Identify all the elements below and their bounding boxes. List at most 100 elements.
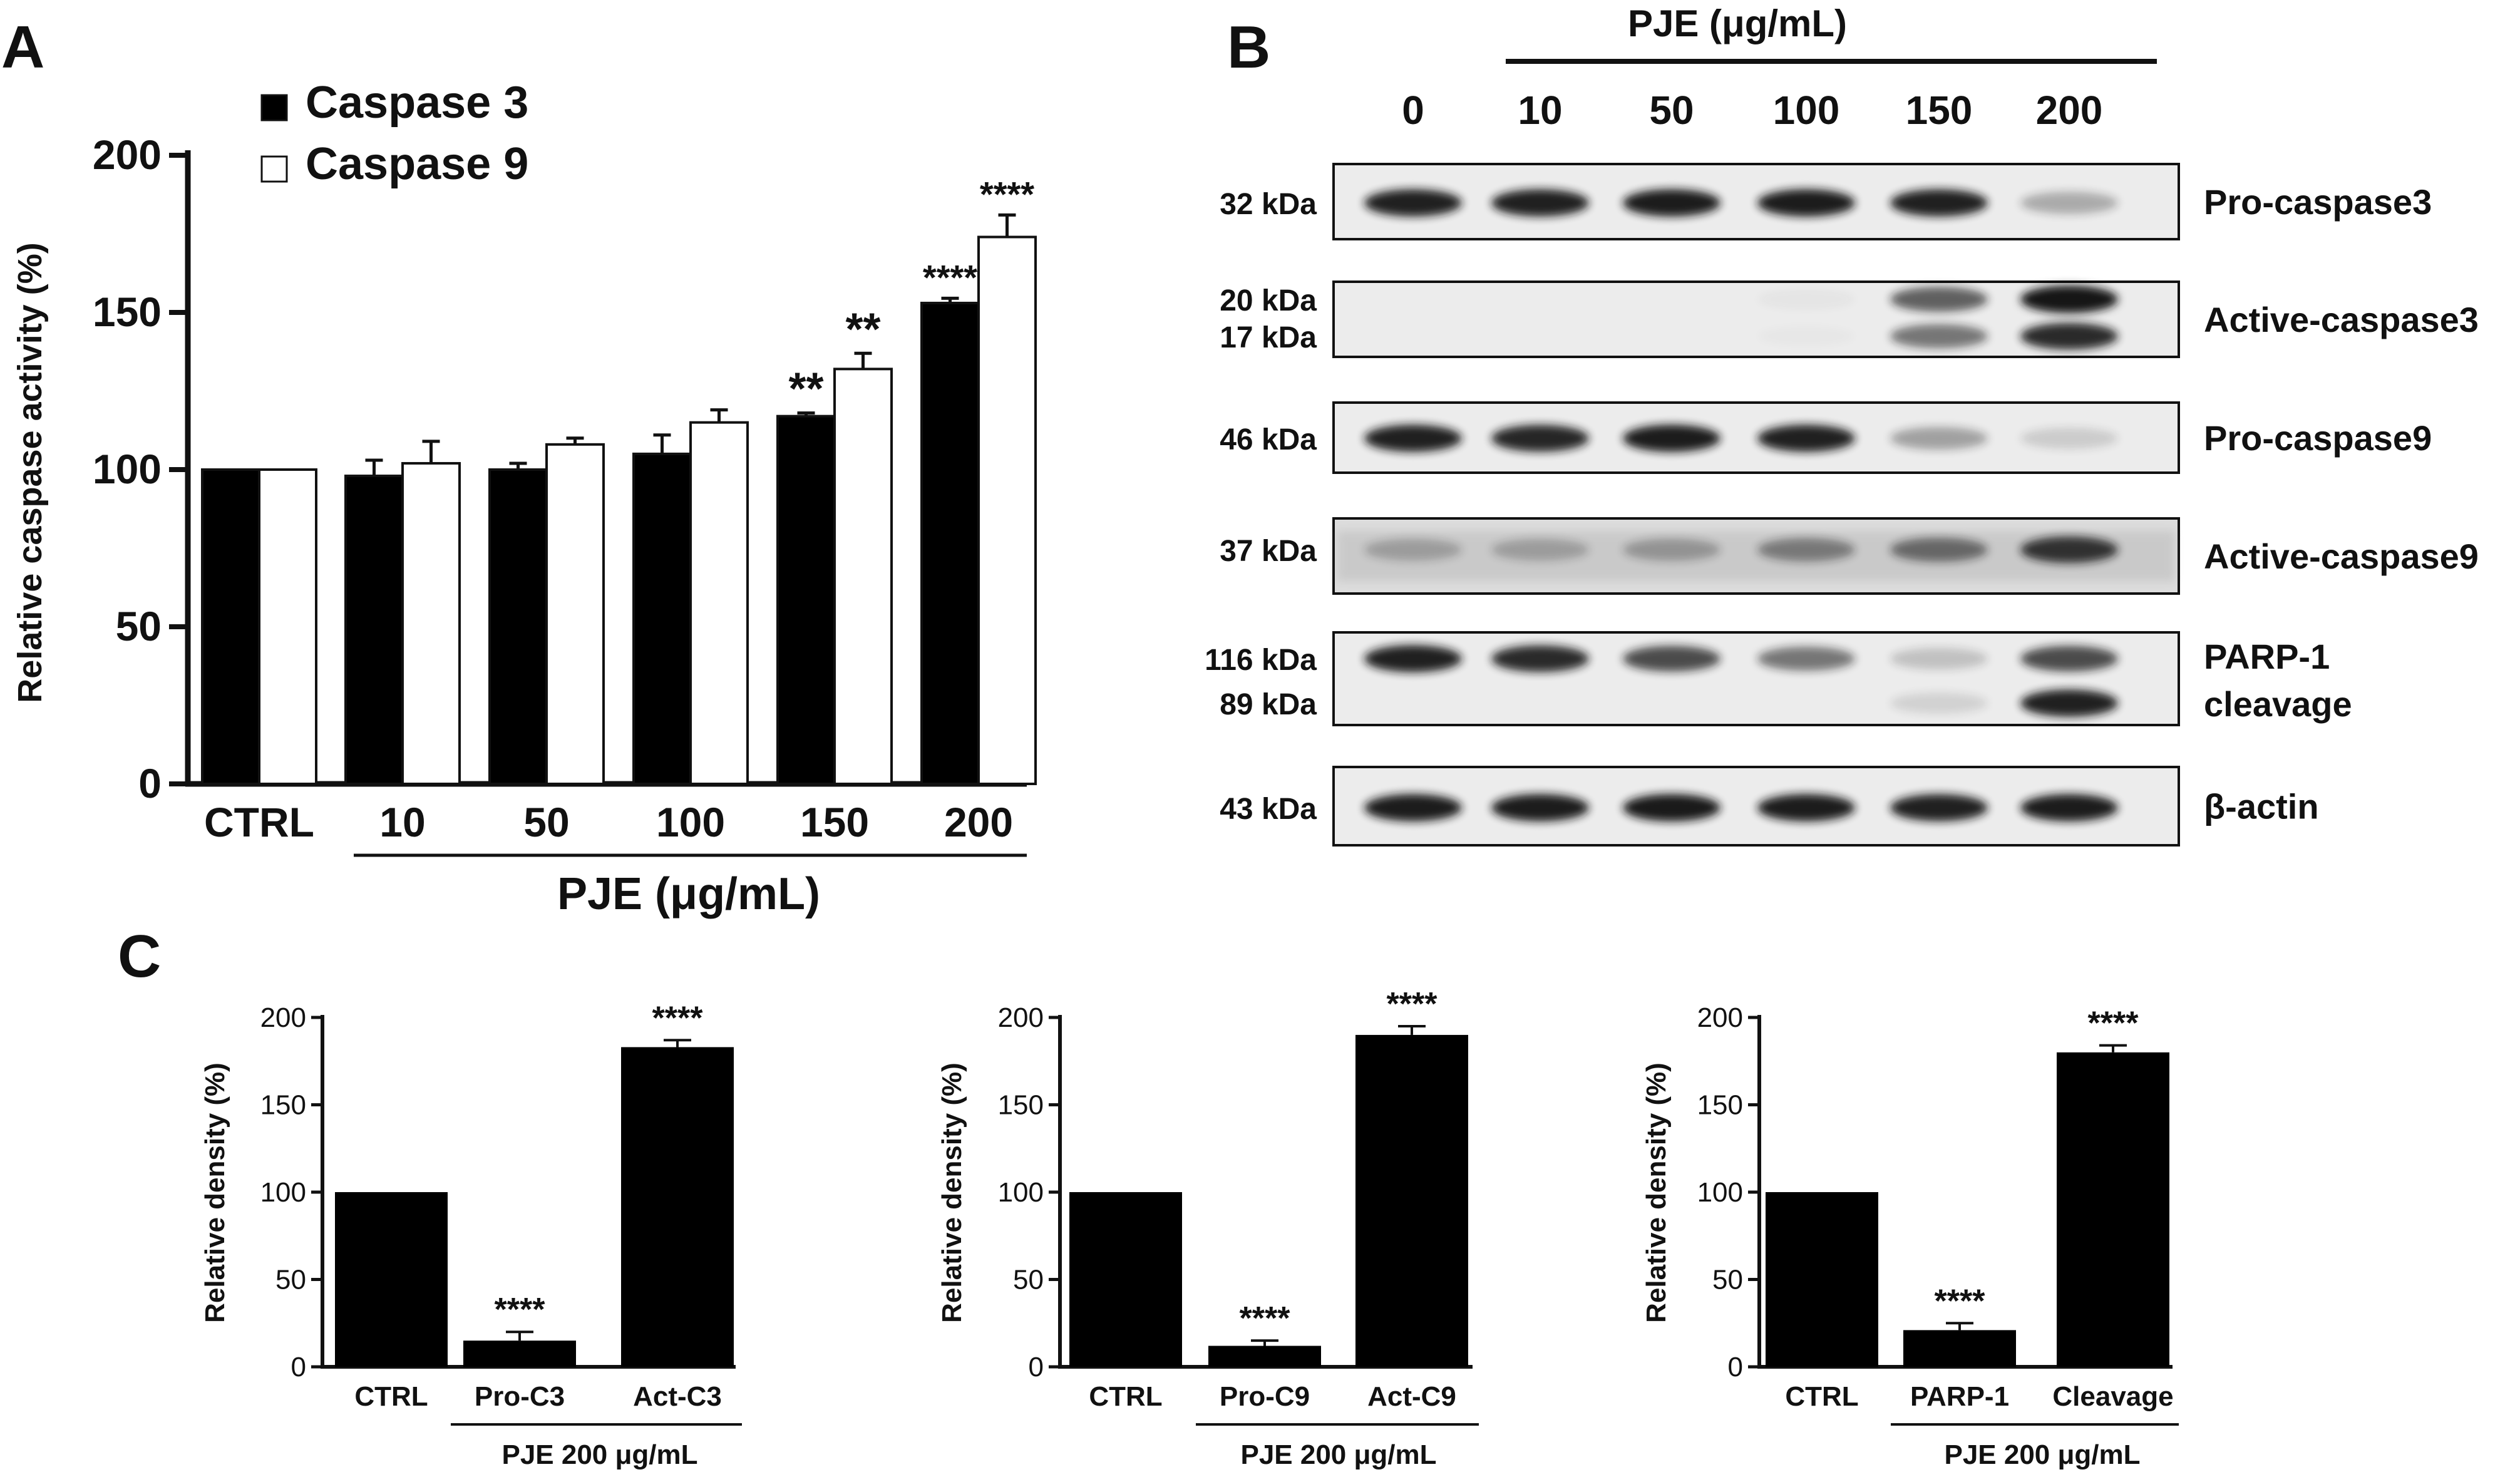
panel-a-y-tick-label: 50 — [116, 603, 162, 649]
blot-band — [1757, 425, 1855, 452]
panel-a-chart: Caspase 3 Caspase 9 Relative caspase act… — [11, 78, 1037, 919]
panel-c-x-tick-label: Act-C9 — [1367, 1381, 1456, 1412]
panel-c-bar — [2057, 1052, 2169, 1367]
panel-c-x-tick-label: Cleavage — [2052, 1381, 2173, 1412]
legend-caspase9-swatch — [260, 155, 288, 183]
panel-a-bar-caspase3 — [201, 468, 260, 785]
panel-a-bar-caspase9 — [833, 368, 893, 785]
blot-band — [1364, 538, 1462, 561]
panel-a-bar-caspase9 — [545, 443, 605, 785]
panel-c1-y-axis-label: Relative density (%) — [200, 1063, 230, 1323]
panel-c-bar — [1903, 1330, 2016, 1367]
panel-a-x-tick-label: CTRL — [204, 799, 314, 845]
panel-c-x-tick-label: Act-C3 — [633, 1381, 722, 1412]
panel-a-significance: ** — [845, 304, 880, 354]
blot-band — [1491, 538, 1589, 561]
panel-c-y-tick-label: 0 — [291, 1352, 306, 1382]
panel-c3-chart: Relative density (%) PJE 200 μg/mL 0 50 10… — [1641, 1002, 2179, 1470]
blot-band — [2020, 428, 2118, 449]
panel-c-y-tick-label: 50 — [275, 1265, 306, 1295]
panel-a-x-tick-label: 150 — [800, 799, 869, 845]
panel-c2-chart: Relative density (%) PJE 200 μg/mL 0 50 10… — [937, 986, 1479, 1470]
blot-lane-label: 100 — [1773, 88, 1840, 133]
panel-c-y-tick-label: 150 — [1697, 1090, 1743, 1121]
panel-c-x-tick-label: PARP-1 — [1910, 1381, 2009, 1412]
blot-band — [1623, 425, 1720, 452]
panel-b-western-blot: PJE (μg/mL) 0 10 50 100 150 200 32 kDa Pro-casp… — [1205, 3, 2479, 847]
panel-c-significance: **** — [2088, 1006, 2139, 1042]
panel-c1-chart: Relative density (%) PJE 200 μg/mL 0 50 10… — [200, 1000, 742, 1470]
blot-band — [2020, 536, 2118, 564]
panel-c-y-tick-label: 150 — [260, 1090, 306, 1121]
panel-c-y-tick-label: 50 — [1013, 1265, 1044, 1295]
panel-c-y-tick-label: 200 — [1697, 1002, 1743, 1033]
blot-band — [2020, 646, 2118, 672]
panel-c-y-tick-label: 200 — [260, 1002, 306, 1033]
panel-a-x-axis-label: PJE (μg/mL) — [557, 869, 820, 919]
panel-label-a: A — [1, 14, 44, 81]
panel-c-x-tick-label: Pro-C9 — [1220, 1381, 1310, 1412]
blot-lane-label: 200 — [2036, 88, 2103, 133]
blot-band — [1757, 794, 1855, 821]
panel-a-y-tick-label: 150 — [93, 289, 162, 335]
panel-c-x-tick-label: CTRL — [1785, 1381, 1858, 1412]
legend-caspase3-swatch — [260, 94, 288, 121]
panel-c-y-tick-label: 100 — [998, 1177, 1044, 1208]
panel-c-y-tick-label: 200 — [998, 1002, 1044, 1033]
panel-a-bar-caspase9 — [401, 461, 461, 785]
blot-band — [1890, 287, 1988, 312]
panel-a-bar-caspase9 — [258, 468, 317, 785]
blot-protein-label: Active-caspase9 — [2204, 537, 2479, 576]
blot-band — [1623, 538, 1720, 561]
panel-a-bar-caspase9 — [689, 421, 749, 785]
blot-band — [1491, 794, 1589, 821]
panel-c-significance: **** — [1387, 986, 1438, 1022]
panel-c-x-tick-label: CTRL — [354, 1381, 428, 1412]
blot-band — [1890, 647, 1988, 670]
panel-a-y-tick-label: 100 — [93, 446, 162, 492]
blot-kda-marker: 20 kDa — [1220, 284, 1317, 317]
blot-kda-marker: 32 kDa — [1220, 188, 1317, 221]
legend-caspase3-label: Caspase 3 — [306, 78, 528, 128]
panel-a-significance: **** — [980, 174, 1034, 214]
blot-band — [2020, 322, 2118, 350]
panel-c-y-tick-label: 0 — [1029, 1352, 1044, 1382]
blot-kda-marker: 46 kDa — [1220, 423, 1317, 456]
blot-band — [1623, 189, 1720, 217]
panel-c-significance: **** — [1935, 1283, 1986, 1319]
blot-band — [1623, 646, 1720, 672]
blot-band — [1364, 425, 1462, 452]
panel-c-bar — [463, 1341, 576, 1367]
panel-c-bar — [1355, 1034, 1468, 1367]
blot-band — [1491, 645, 1589, 672]
blot-band — [1890, 794, 1988, 821]
panel-a-bar-caspase3 — [344, 475, 404, 785]
blot-band — [1491, 189, 1589, 217]
panel-a-significance: ** — [788, 364, 823, 414]
blot-band — [1757, 326, 1855, 346]
panel-c2-y-axis-label: Relative density (%) — [937, 1063, 967, 1323]
panel-c-bar — [621, 1047, 734, 1367]
panel-c-bar — [1766, 1192, 1878, 1367]
panel-c1-x-axis-label: PJE 200 μg/mL — [501, 1439, 697, 1470]
panel-c3-x-axis-label: PJE 200 μg/mL — [1944, 1439, 2140, 1470]
blot-protein-label: Active-caspase3 — [2204, 300, 2479, 339]
panel-c-x-tick-label: CTRL — [1089, 1381, 1162, 1412]
blot-band — [1757, 289, 1855, 309]
blot-band — [1757, 189, 1855, 217]
blot-band — [1364, 189, 1462, 217]
blot-band — [1890, 324, 1988, 349]
blot-band — [1491, 425, 1589, 452]
panel-c-bar — [1069, 1192, 1182, 1367]
panel-c-bar — [335, 1192, 448, 1367]
panel-a-bar-caspase3 — [488, 468, 548, 785]
panel-c-bar — [1208, 1346, 1321, 1367]
panel-a-bar-caspase3 — [632, 452, 692, 785]
panel-a-x-tick-label: 50 — [523, 799, 569, 845]
panel-a-x-tick-label: 10 — [379, 799, 425, 845]
blot-band — [1623, 794, 1720, 821]
blot-band — [1364, 794, 1462, 821]
panel-a-y-tick-label: 0 — [138, 760, 162, 806]
panel-a-significance: **** — [923, 257, 977, 297]
